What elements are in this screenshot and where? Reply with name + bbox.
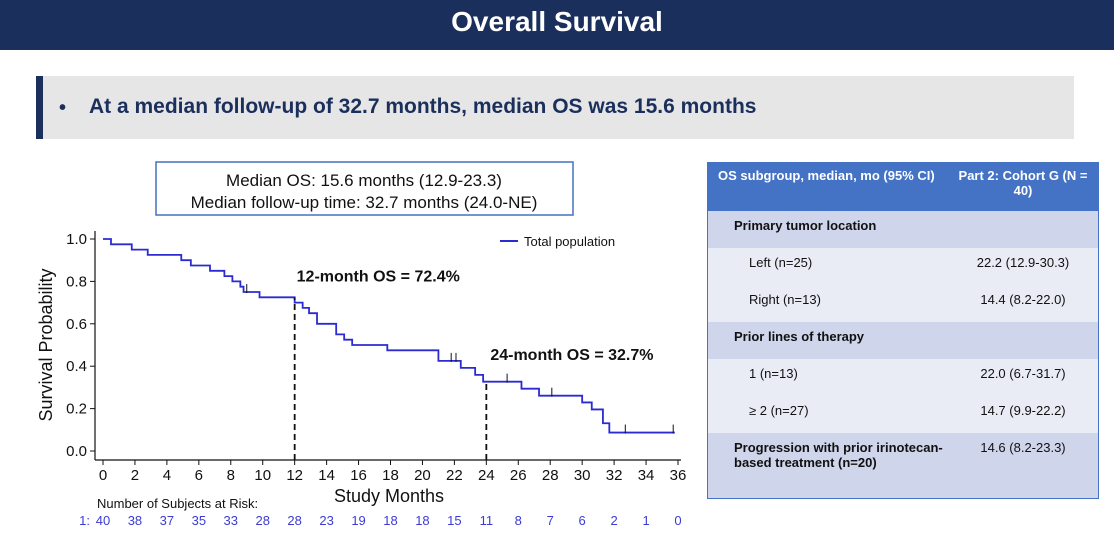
risk-count: 15	[447, 513, 461, 528]
x-tick-label: 22	[446, 467, 463, 484]
subgroup-label: ≥ 2 (n=27)	[707, 396, 952, 433]
risk-count: 0	[674, 513, 681, 528]
table-section-row: Progression with prior irinotecan-based …	[707, 433, 1099, 499]
risk-count: 28	[287, 513, 301, 528]
summary-line: Median follow-up time: 32.7 months (24.0…	[191, 193, 538, 212]
median-value	[952, 211, 1099, 248]
banner-accent-bar	[36, 76, 43, 139]
y-tick-label: 0.4	[66, 358, 87, 375]
x-tick-label: 24	[478, 467, 495, 484]
table-section-row: Primary tumor location	[707, 211, 1099, 248]
risk-count: 8	[515, 513, 522, 528]
table-row: Right (n=13) 14.4 (8.2-22.0)	[707, 285, 1099, 322]
legend-label: Total population	[524, 234, 615, 249]
table-header-cohort: Part 2: Cohort G (N = 40)	[952, 162, 1099, 211]
risk-count: 19	[351, 513, 365, 528]
landmark-annotation: 24-month OS = 32.7%	[490, 347, 653, 364]
subgroup-label: Prior lines of therapy	[707, 322, 952, 359]
risk-count: 33	[224, 513, 238, 528]
risk-count: 23	[319, 513, 333, 528]
y-tick-label: 1.0	[66, 231, 87, 248]
risk-count: 38	[128, 513, 142, 528]
x-tick-label: 36	[670, 467, 687, 484]
subgroup-label: Progression with prior irinotecan-based …	[707, 433, 952, 499]
y-tick-label: 0.2	[66, 401, 87, 418]
risk-count: 11	[480, 513, 494, 528]
banner-text: At a median follow-up of 32.7 months, me…	[89, 95, 757, 118]
risk-count: 2	[610, 513, 617, 528]
risk-count: 37	[160, 513, 174, 528]
x-tick-label: 14	[318, 467, 335, 484]
x-tick-label: 26	[510, 467, 527, 484]
subgroup-label: 1 (n=13)	[707, 359, 952, 396]
x-tick-label: 10	[254, 467, 271, 484]
subgroup-table: OS subgroup, median, mo (95% CI) Part 2:…	[707, 162, 1099, 499]
x-tick-label: 20	[414, 467, 431, 484]
risk-count: 28	[255, 513, 269, 528]
y-tick-label: 0.0	[66, 443, 87, 460]
table-header-row: OS subgroup, median, mo (95% CI) Part 2:…	[707, 162, 1099, 211]
x-tick-label: 8	[227, 467, 235, 484]
x-tick-label: 4	[163, 467, 171, 484]
subgroup-label: Left (n=25)	[707, 248, 952, 285]
x-tick-label: 18	[382, 467, 399, 484]
median-value: 14.6 (8.2-23.3)	[952, 433, 1099, 499]
x-tick-label: 16	[350, 467, 367, 484]
table-row: 1 (n=13) 22.0 (6.7-31.7)	[707, 359, 1099, 396]
risk-row-label: 1:	[79, 513, 90, 528]
landmark-annotation: 12-month OS = 72.4%	[297, 268, 460, 285]
median-value: 22.0 (6.7-31.7)	[952, 359, 1099, 396]
x-tick-label: 12	[286, 467, 303, 484]
x-tick-label: 2	[131, 467, 139, 484]
risk-count: 6	[579, 513, 586, 528]
title-bar: Overall Survival	[0, 0, 1114, 50]
median-value: 14.4 (8.2-22.0)	[952, 285, 1099, 322]
table-header-subgroup: OS subgroup, median, mo (95% CI)	[707, 162, 952, 211]
table-body: Primary tumor location Left (n=25) 22.2 (1…	[707, 211, 1099, 499]
x-tick-label: 30	[574, 467, 591, 484]
page-title: Overall Survival	[451, 6, 663, 37]
key-finding-banner: • At a median follow-up of 32.7 months, …	[36, 76, 1074, 139]
summary-box	[155, 161, 574, 216]
y-tick-label: 0.6	[66, 316, 87, 333]
median-value: 14.7 (9.9-22.2)	[952, 396, 1099, 433]
table-row: ≥ 2 (n=27) 14.7 (9.9-22.2)	[707, 396, 1099, 433]
risk-count: 35	[192, 513, 206, 528]
subgroup-label: Primary tumor location	[707, 211, 952, 248]
y-tick-label: 0.8	[66, 273, 87, 290]
table-section-row: Prior lines of therapy	[707, 322, 1099, 359]
y-axis-title: Survival Probability	[36, 268, 56, 421]
risk-count: 18	[383, 513, 397, 528]
survival-curve	[103, 238, 675, 434]
x-tick-label: 28	[542, 467, 559, 484]
risk-count: 18	[415, 513, 429, 528]
table-row: Left (n=25) 22.2 (12.9-30.3)	[707, 248, 1099, 285]
risk-count: 1	[642, 513, 649, 528]
x-tick-label: 32	[606, 467, 623, 484]
risk-count: 7	[547, 513, 554, 528]
risk-table-title: Number of Subjects at Risk:	[97, 496, 258, 511]
risk-count: 40	[96, 513, 110, 528]
survival-chart: Median OS: 15.6 months (12.9-23.3) Median…	[36, 161, 687, 528]
x-tick-label: 34	[638, 467, 655, 484]
median-value	[952, 322, 1099, 359]
subgroup-label: Right (n=13)	[707, 285, 952, 322]
x-tick-label: 6	[195, 467, 203, 484]
summary-line: Median OS: 15.6 months (12.9-23.3)	[226, 171, 502, 190]
bullet-icon: •	[59, 97, 67, 119]
x-axis-title: Study Months	[334, 486, 444, 506]
x-tick-label: 0	[99, 467, 107, 484]
median-value: 22.2 (12.9-30.3)	[952, 248, 1099, 285]
